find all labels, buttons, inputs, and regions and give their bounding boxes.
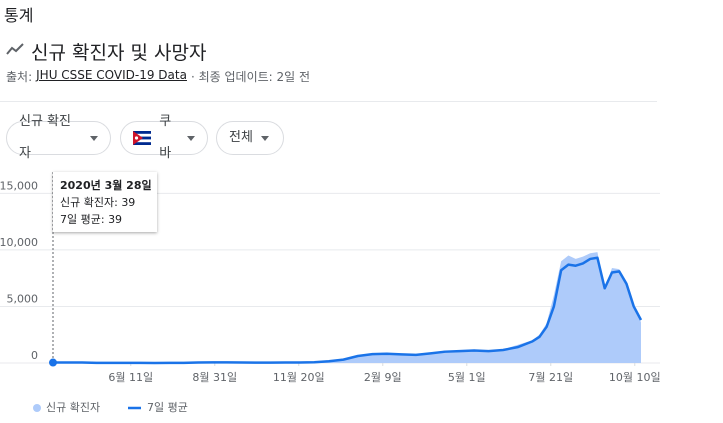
average-line [52, 256, 643, 365]
divider [0, 101, 657, 102]
updated: · 최종 업데이트: 2일 전 [190, 70, 311, 84]
country-dropdown[interactable]: 쿠바 [120, 114, 208, 161]
tooltip-label: 신규 확진자: [60, 196, 118, 209]
source-prefix: 출처: [6, 70, 33, 84]
cuba-flag [133, 131, 152, 145]
metric-dropdown[interactable]: 신규 확진자 [6, 114, 111, 161]
tooltip-date: 2020년 3월 28일 [60, 179, 152, 192]
hover-point [49, 358, 57, 367]
metric-label: 신규 확진자 [19, 114, 71, 161]
x-tick-label: 10월 10일 [609, 370, 661, 384]
card-title: 신규 확진자 및 사망자 [31, 42, 207, 64]
section-title: 통계 [4, 6, 34, 25]
x-tick-label: 2월 9일 [364, 370, 402, 384]
region-label: 전체 [229, 130, 253, 145]
legend-label: 신규 확진자 [46, 401, 100, 414]
y-tick-label: 5,000 [7, 292, 39, 305]
tooltip-row: 신규 확진자: 39 [60, 194, 150, 211]
tooltip-row: 7일 평균: 39 [60, 211, 150, 228]
x-tick-label: 8월 31일 [192, 370, 237, 384]
chart: 0 5,000 10,000 15,000 6월 11일 8월 31일 11월 20일 2월 … [0, 172, 661, 414]
y-tick-label: 15,000 [0, 179, 38, 192]
y-tick-label: 0 [31, 349, 38, 362]
source-link[interactable]: JHU CSSE COVID-19 Data [36, 68, 187, 82]
x-tick-label: 5월 1일 [448, 370, 486, 384]
source-line: 출처: JHU CSSE COVID-19 Data · 최종 업데이트: 2일… [6, 68, 310, 85]
y-tick-label: 10,000 [0, 236, 38, 249]
caret [90, 135, 98, 141]
x-tick-label: 7월 21일 [528, 370, 573, 384]
tooltip-value: 39 [108, 213, 123, 226]
tooltip-value: 39 [121, 196, 136, 209]
legend-label: 7일 평균 [147, 400, 188, 414]
x-tick-label: 6월 11일 [108, 370, 153, 384]
trend-icon [6, 43, 24, 55]
caret [187, 135, 195, 141]
country-label: 쿠바 [159, 114, 172, 161]
region-dropdown[interactable]: 전체 [216, 121, 284, 155]
legend-swatch [33, 404, 41, 412]
tooltip: 2020년 3월 28일 신규 확진자: 39 7일 평균: 39 [53, 172, 157, 232]
tooltip-label: 7일 평균: [60, 213, 105, 226]
x-tick-label: 11월 20일 [273, 370, 325, 384]
caret [260, 135, 269, 141]
